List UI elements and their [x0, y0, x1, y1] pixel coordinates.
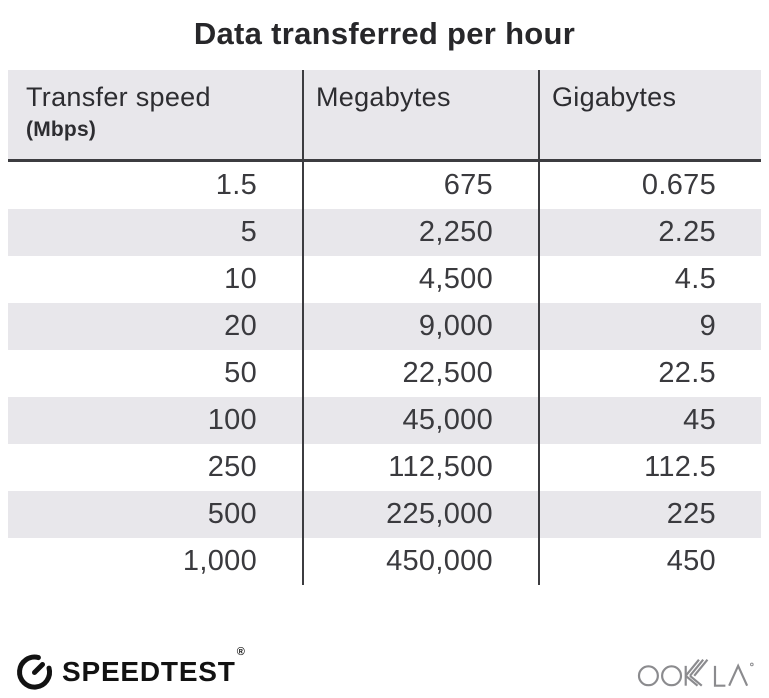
table-row: 10 4,500 4.5 — [8, 256, 761, 303]
column-header-gigabytes: Gigabytes — [538, 70, 761, 159]
table-cell: 9,000 — [302, 303, 538, 350]
table-row: 50 22,500 22.5 — [8, 350, 761, 397]
table-row: 250 112,500 112.5 — [8, 444, 761, 491]
table-cell: 22,500 — [302, 350, 538, 397]
data-table: Transfer speed (Mbps) Megabytes Gigabyte… — [8, 70, 761, 585]
registered-trademark-icon: ® — [236, 645, 245, 658]
footer: SPEEDTEST® — [14, 646, 759, 692]
table-cell: 50 — [224, 357, 257, 389]
column-header-transfer-speed: Transfer speed (Mbps) — [8, 70, 302, 159]
speedtest-wordmark: SPEEDTEST — [62, 655, 236, 687]
table-cell: 112,500 — [302, 444, 538, 491]
table-cell: 4.5 — [538, 256, 761, 303]
table-header-row: Transfer speed (Mbps) Megabytes Gigabyte… — [8, 70, 761, 162]
table-cell: 9 — [538, 303, 761, 350]
table-cell: 10 — [224, 263, 257, 295]
table-row: 100 45,000 45 — [8, 397, 761, 444]
table-cell: 500 — [207, 498, 257, 530]
table-cell: 225 — [538, 491, 761, 538]
table-cell: 100 — [207, 404, 257, 436]
table-cell: 225,000 — [302, 491, 538, 538]
table-cell: 2,250 — [302, 209, 538, 256]
column-header-label: Transfer speed — [26, 82, 211, 112]
column-header-unit: (Mbps) — [26, 118, 97, 141]
speedtest-logo: SPEEDTEST® — [14, 646, 245, 692]
table-cell: 450 — [538, 538, 761, 585]
table-cell: 1.5 — [215, 169, 257, 201]
page-title: Data transferred per hour — [193, 16, 576, 51]
table-cell: 1,000 — [182, 545, 257, 577]
table-cell: 2.25 — [538, 209, 761, 256]
speedtest-gauge-icon — [17, 654, 53, 690]
ookla-logo — [637, 658, 754, 687]
table-cell: 45,000 — [302, 397, 538, 444]
table-body: 1.5 675 0.675 5 2,250 2.25 10 4,500 4.5 … — [8, 162, 761, 585]
table-row: 1,000 450,000 450 — [8, 538, 761, 585]
table-cell: 45 — [538, 397, 761, 444]
column-header-label: Megabytes — [316, 82, 451, 112]
table-cell: 112.5 — [538, 444, 761, 491]
column-header-megabytes: Megabytes — [302, 70, 538, 159]
table-row: 5 2,250 2.25 — [8, 209, 761, 256]
table-cell: 450,000 — [302, 538, 538, 585]
table-cell: 22.5 — [538, 350, 761, 397]
table-row: 1.5 675 0.675 — [8, 162, 761, 209]
table-cell: 4,500 — [302, 256, 538, 303]
table-cell: 5 — [240, 216, 257, 248]
table-cell: 250 — [207, 451, 257, 483]
table-row: 20 9,000 9 — [8, 303, 761, 350]
table-cell: 675 — [302, 162, 538, 209]
table-cell: 0.675 — [538, 162, 761, 209]
table-row: 500 225,000 225 — [8, 491, 761, 538]
column-header-label: Gigabytes — [552, 82, 677, 112]
table-cell: 20 — [224, 310, 257, 342]
